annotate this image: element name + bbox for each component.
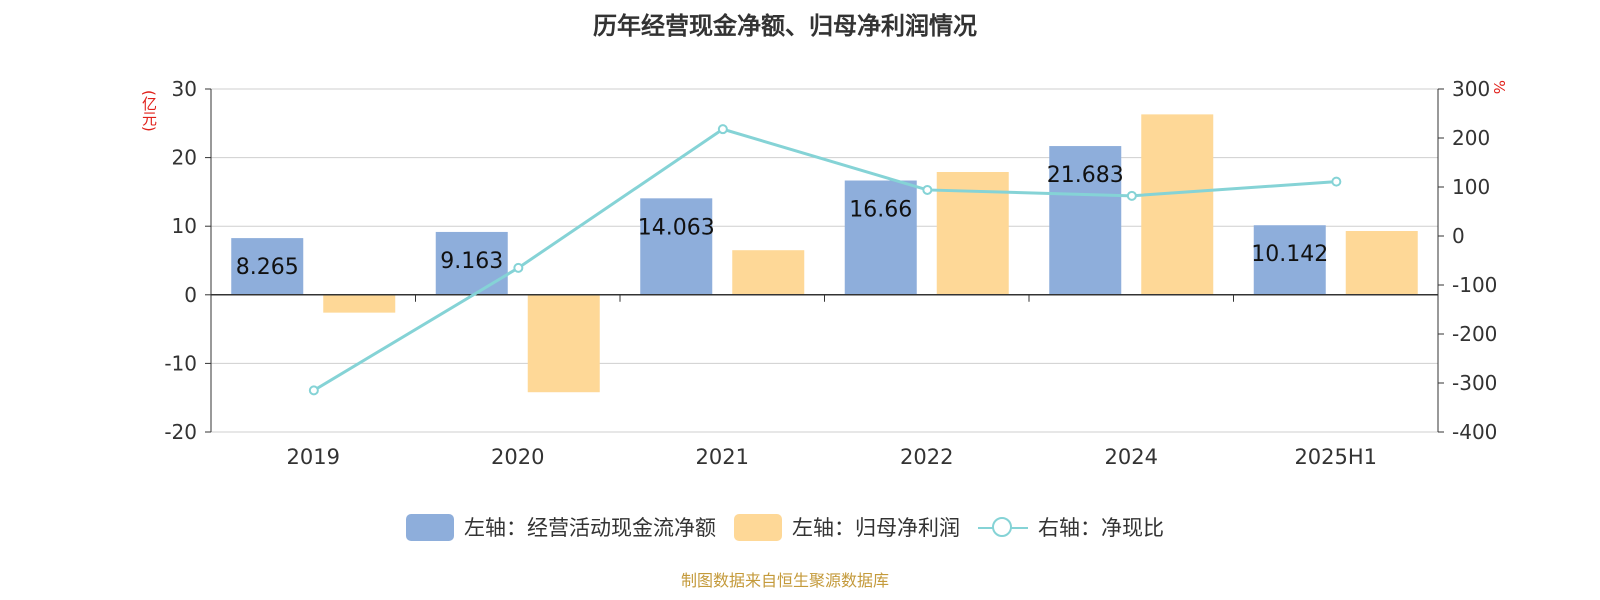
bar-cashflow bbox=[844, 180, 917, 295]
left-tick-label: -20 bbox=[164, 420, 197, 444]
left-tick-label: 10 bbox=[172, 214, 197, 238]
ratio-point bbox=[717, 124, 728, 135]
left-tick-label: 30 bbox=[172, 77, 197, 101]
right-tick-label: 0 bbox=[1452, 224, 1465, 248]
ratio-line bbox=[313, 127, 1337, 392]
ratio-point bbox=[1126, 190, 1137, 201]
x-tick-label: 2024 bbox=[1105, 445, 1158, 469]
bar-net-profit bbox=[732, 250, 805, 295]
right-tick-label: -400 bbox=[1452, 420, 1497, 444]
right-tick-label: 100 bbox=[1452, 175, 1490, 199]
x-tick-label: 2025H1 bbox=[1294, 445, 1377, 469]
left-axis-unit: (亿元) bbox=[140, 90, 158, 132]
bar-net-profit bbox=[323, 294, 396, 313]
bar-cashflow bbox=[640, 198, 713, 295]
legend-label-ratio: 右轴：净现比 bbox=[1038, 516, 1164, 540]
x-tick-label: 2022 bbox=[900, 445, 953, 469]
ratio-point bbox=[308, 385, 319, 396]
legend-label-cashflow: 左轴：经营活动现金流净额 bbox=[464, 516, 716, 540]
ratio-point bbox=[513, 262, 524, 273]
data-label-cashflow: 14.063 bbox=[638, 215, 715, 240]
right-tick-label: 300 bbox=[1452, 77, 1490, 101]
legend-label-net-profit: 左轴：归母净利润 bbox=[792, 516, 960, 540]
right-tick-label: -300 bbox=[1452, 371, 1497, 395]
x-tick-label: 2021 bbox=[696, 445, 749, 469]
data-source-note: 制图数据来自恒生聚源数据库 bbox=[680, 571, 889, 590]
right-tick-label: -100 bbox=[1452, 273, 1497, 297]
legend: 左轴：经营活动现金流净额 左轴：归母净利润 右轴：净现比 bbox=[0, 512, 1570, 542]
legend-swatch-cashflow bbox=[406, 513, 454, 541]
bar-net-profit bbox=[1141, 114, 1214, 295]
left-tick-label: -10 bbox=[164, 351, 197, 375]
left-tick-label: 0 bbox=[184, 283, 197, 307]
chart-title: 历年经营现金净额、归母净利润情况 bbox=[593, 12, 977, 40]
legend-item-cashflow[interactable]: 左轴：经营活动现金流净额 bbox=[406, 512, 716, 542]
data-label-cashflow: 21.683 bbox=[1047, 163, 1124, 188]
data-label-cashflow: 10.142 bbox=[1251, 242, 1328, 267]
legend-swatch-ratio bbox=[978, 514, 1028, 541]
data-label-cashflow: 9.163 bbox=[440, 249, 503, 274]
bar-net-profit bbox=[1345, 231, 1418, 295]
bar-cashflow bbox=[1253, 225, 1326, 295]
ratio-point bbox=[1331, 176, 1342, 187]
right-tick-label: -200 bbox=[1452, 322, 1497, 346]
x-tick-label: 2020 bbox=[491, 445, 544, 469]
x-tick-label: 2019 bbox=[287, 445, 340, 469]
bar-cashflow bbox=[1049, 146, 1122, 295]
left-tick-label: 20 bbox=[172, 146, 197, 170]
combo-chart: 3020100-10-203002001000-100-200-300-4008… bbox=[164, 77, 1497, 469]
legend-item-ratio[interactable]: 右轴：净现比 bbox=[978, 512, 1164, 542]
legend-swatch-net-profit bbox=[734, 513, 782, 541]
legend-item-net-profit[interactable]: 左轴：归母净利润 bbox=[734, 512, 960, 542]
bar-cashflow bbox=[231, 238, 304, 295]
data-label-cashflow: 8.265 bbox=[236, 255, 299, 280]
bar-net-profit bbox=[527, 294, 600, 393]
bar-cashflow bbox=[435, 231, 508, 295]
ratio-point bbox=[922, 184, 933, 195]
data-label-cashflow: 16.66 bbox=[849, 198, 912, 223]
right-tick-label: 200 bbox=[1452, 126, 1490, 150]
